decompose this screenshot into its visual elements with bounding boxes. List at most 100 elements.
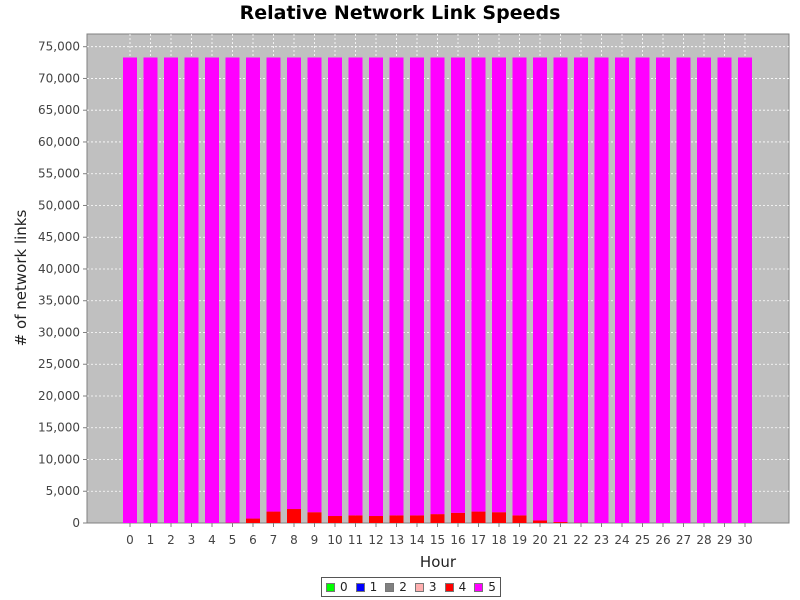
x-tick-label: 4: [208, 533, 216, 547]
x-tick-label: 20: [532, 533, 547, 547]
x-tick-label: 21: [553, 533, 568, 547]
x-tick-label: 29: [717, 533, 732, 547]
bar-series-5-hour-21: [553, 57, 568, 523]
x-tick-label: 19: [512, 533, 527, 547]
legend-swatch: [326, 582, 335, 592]
x-tick-label: 5: [229, 533, 237, 547]
y-tick-label: 50,000: [38, 198, 80, 212]
legend-item-1: 1: [355, 580, 378, 594]
bar-series-4-hour-21: [553, 522, 568, 523]
y-tick-label: 5,000: [46, 484, 80, 498]
x-tick-label: 6: [249, 533, 257, 547]
legend-label: 4: [458, 580, 467, 594]
bar-series-5-hour-20: [533, 57, 547, 521]
y-tick-label: 55,000: [38, 167, 80, 181]
x-tick-label: 24: [614, 533, 629, 547]
y-axis: 0 5,000 10,000 15,000 20,000 25,000 30,000 35,0…: [38, 40, 87, 530]
bar-series-5-hour-11: [348, 57, 363, 516]
x-tick-label: 16: [450, 533, 465, 547]
bar-series-5-hour-0: [123, 57, 137, 523]
x-tick-label: 0: [126, 533, 134, 547]
bar-series-4-hour-14: [410, 515, 424, 523]
bar-series-5-hour-8: [287, 57, 301, 510]
legend-label: 1: [369, 580, 378, 594]
bar-series-5-hour-12: [369, 57, 383, 517]
x-tick-label: 23: [594, 533, 609, 547]
legend-item-3: 3: [414, 580, 437, 594]
bar-series-4-hour-15: [430, 514, 445, 523]
bar-series-5-hour-3: [184, 57, 199, 523]
bar-series-5-hour-22: [574, 57, 588, 523]
bar-series-5-hour-13: [389, 57, 404, 516]
bar-series-5-hour-24: [615, 57, 629, 523]
bar-series-4-hour-20: [533, 520, 547, 523]
bar-series-5-hour-16: [451, 57, 465, 513]
x-tick-label: 28: [696, 533, 711, 547]
bar-series-5-hour-25: [635, 57, 650, 523]
y-tick-label: 20,000: [38, 389, 80, 403]
y-tick-label: 15,000: [38, 421, 80, 435]
legend-item-0: 0: [326, 580, 348, 594]
bar-series-4-hour-17: [471, 511, 486, 523]
x-tick-label: 26: [655, 533, 670, 547]
chart-title: Relative Network Link Speeds: [239, 2, 561, 24]
bar-series-5-hour-19: [512, 57, 527, 516]
bar-series-4-hour-13: [389, 515, 404, 523]
legend: 0 1 2 3 4 5: [321, 577, 501, 597]
bar-series-5-hour-6: [246, 57, 260, 519]
bar-series-4-hour-11: [348, 515, 363, 523]
x-tick-label: 27: [676, 533, 691, 547]
bar-series-5-hour-5: [225, 57, 240, 523]
bar-series-4-hour-19: [512, 515, 527, 523]
bar-series-5-hour-4: [205, 57, 219, 523]
bar-series-5-hour-10: [328, 57, 342, 517]
bar-series-4-hour-12: [369, 516, 383, 523]
x-tick-label: 30: [737, 533, 752, 547]
y-tick-label: 25,000: [38, 357, 80, 371]
bar-series-4-hour-7: [266, 511, 281, 523]
x-tick-label: 14: [409, 533, 424, 547]
y-tick-label: 10,000: [38, 452, 80, 466]
bar-series-5-hour-17: [471, 57, 486, 512]
legend-swatch: [355, 582, 365, 592]
bar-series-4-hour-16: [451, 512, 465, 523]
bar-series-5-hour-2: [164, 57, 178, 523]
bar-series-4-hour-10: [328, 516, 342, 523]
x-tick-label: 8: [290, 533, 298, 547]
bar-series-4-hour-6: [246, 518, 260, 523]
x-tick-label: 11: [348, 533, 363, 547]
bar-series-5-hour-14: [410, 57, 424, 516]
y-tick-label: 0: [72, 516, 80, 530]
legend-swatch: [414, 582, 424, 592]
y-tick-label: 75,000: [38, 40, 80, 54]
bar-series-5-hour-15: [430, 57, 445, 515]
bar-series-5-hour-1: [143, 57, 158, 523]
x-tick-label: 12: [368, 533, 383, 547]
legend-label: 2: [399, 580, 407, 594]
y-tick-label: 70,000: [38, 71, 80, 85]
bar-series-5-hour-28: [697, 57, 711, 523]
bar-series-5-hour-7: [266, 57, 281, 512]
bar-series-5-hour-18: [492, 57, 506, 513]
bar-series-5-hour-30: [738, 57, 752, 523]
x-tick-label: 18: [491, 533, 506, 547]
legend-item-2: 2: [385, 580, 407, 594]
x-tick-label: 17: [471, 533, 486, 547]
bar-series-5-hour-9: [307, 57, 322, 513]
bar-series-5-hour-29: [717, 57, 732, 523]
legend-item-5: 5: [474, 580, 496, 594]
legend-swatch: [474, 582, 484, 592]
y-tick-label: 40,000: [38, 262, 80, 276]
legend-label: 3: [428, 580, 437, 594]
y-tick-label: 35,000: [38, 294, 80, 308]
legend-item-4: 4: [444, 580, 467, 594]
y-tick-label: 45,000: [38, 230, 80, 244]
bar-series-4-hour-8: [287, 509, 301, 523]
legend-swatch: [385, 582, 395, 592]
y-tick-label: 30,000: [38, 325, 80, 339]
bar-series-5-hour-26: [656, 57, 670, 523]
x-tick-label: 9: [311, 533, 319, 547]
x-tick-label: 25: [635, 533, 650, 547]
legend-label: 0: [340, 580, 348, 594]
